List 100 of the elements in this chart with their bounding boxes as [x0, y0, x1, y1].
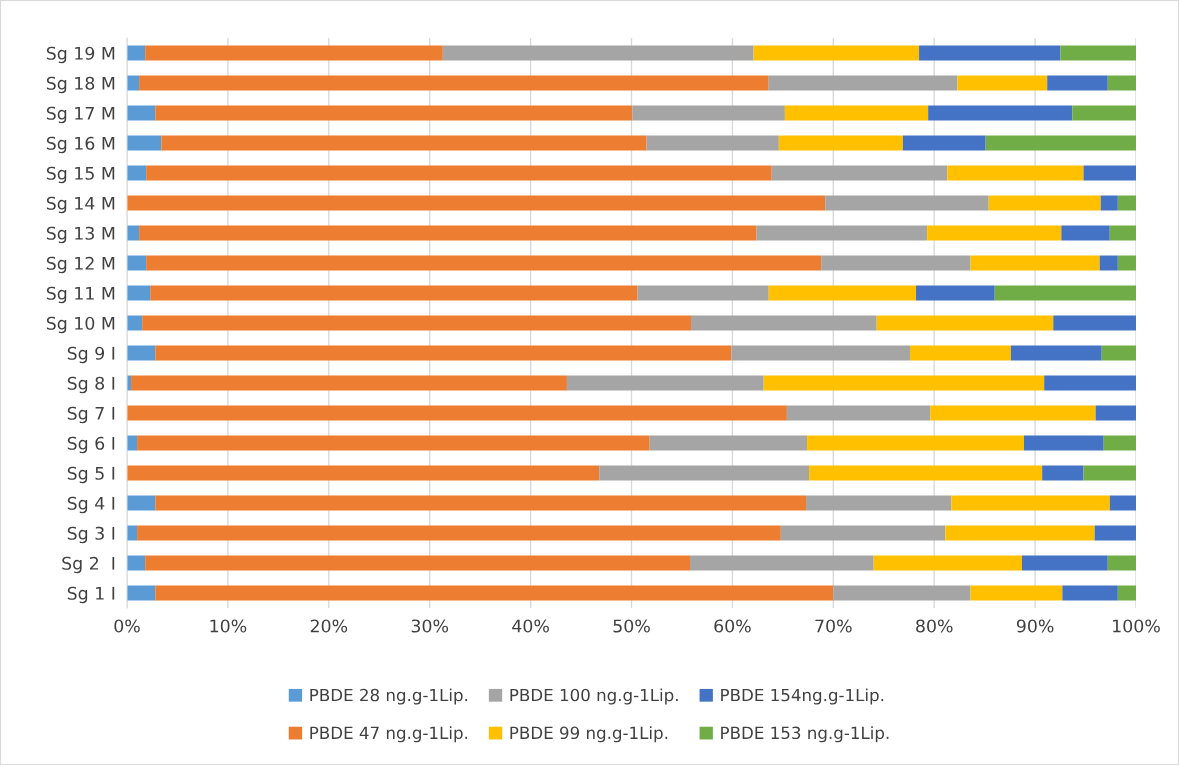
bar	[945, 525, 1095, 541]
bar	[146, 165, 772, 181]
bar	[947, 165, 1084, 181]
bar	[127, 405, 787, 421]
bar	[1099, 255, 1118, 271]
bar	[970, 585, 1063, 601]
bar	[1100, 195, 1118, 211]
bar	[1010, 345, 1102, 361]
bar	[127, 525, 138, 541]
bar	[139, 225, 757, 241]
y-tick-label: Sg 9 I	[67, 346, 115, 364]
y-tick-label: Sg 14 M	[46, 196, 115, 214]
x-tick-label: 70%	[815, 619, 852, 633]
bar	[1021, 555, 1108, 571]
x-tick-label: 100%	[1113, 619, 1160, 633]
bar	[442, 45, 754, 61]
bar	[1083, 465, 1136, 481]
bar	[909, 345, 1011, 361]
bar	[970, 255, 1100, 271]
bar	[649, 435, 808, 451]
bar	[1107, 75, 1136, 91]
y-tick-label: Sg 19 M	[46, 46, 115, 64]
bar	[155, 105, 633, 121]
x-tick-label: 80%	[916, 619, 953, 633]
bar	[137, 435, 650, 451]
bar	[127, 165, 147, 181]
bar	[139, 75, 769, 91]
bar	[1060, 45, 1136, 61]
bar	[873, 555, 1022, 571]
bar	[1107, 555, 1136, 571]
bar	[1061, 225, 1110, 241]
bar	[127, 315, 143, 331]
bar	[876, 315, 1054, 331]
legend-label: PBDE 28 ng.g-1Lip.	[310, 688, 468, 705]
bar	[161, 135, 647, 151]
y-tick-label: Sg 1 I	[67, 586, 115, 604]
bar	[1024, 435, 1104, 451]
bar	[1044, 375, 1136, 391]
bar	[1042, 465, 1084, 481]
bar	[928, 105, 1073, 121]
bar	[127, 225, 140, 241]
bar	[809, 465, 1043, 481]
bar	[1109, 225, 1136, 241]
bar	[127, 285, 151, 301]
x-tick-label: 0%	[114, 619, 140, 633]
y-tick-label: Sg 10 M	[46, 316, 115, 334]
bar	[994, 285, 1136, 301]
y-tick-label: Sg 8 I	[67, 376, 115, 394]
bar	[632, 105, 785, 121]
bar	[1047, 75, 1108, 91]
bar	[807, 435, 1024, 451]
bar	[806, 495, 952, 511]
bar	[771, 165, 948, 181]
bar	[786, 405, 931, 421]
y-tick-label: Sg 4 I	[67, 496, 115, 514]
x-tick-label: 10%	[210, 619, 247, 633]
bar	[127, 465, 600, 481]
bar	[142, 315, 692, 331]
legend-label: PBDE 100 ng.g-1Lip.	[510, 688, 678, 705]
bar	[127, 135, 162, 151]
x-tick-label: 50%	[613, 619, 650, 633]
y-tick-label: Sg 5 I	[67, 466, 115, 484]
bar	[1117, 195, 1136, 211]
bar	[637, 285, 769, 301]
bar	[988, 195, 1101, 211]
bar	[753, 45, 920, 61]
bar	[155, 585, 834, 601]
y-tick-label: Sg 16 M	[46, 136, 115, 154]
y-tick-label: Sg 18 M	[46, 76, 115, 94]
y-tick-label: Sg 7 I	[67, 406, 115, 424]
bar	[145, 555, 691, 571]
bar	[1062, 585, 1118, 601]
bar	[833, 585, 971, 601]
bar	[780, 525, 946, 541]
y-tick-label: Sg 11 M	[46, 286, 115, 304]
bar	[127, 195, 826, 211]
bar	[902, 135, 986, 151]
bar	[127, 105, 156, 121]
bar	[691, 315, 877, 331]
bar	[690, 555, 874, 571]
bar	[957, 75, 1048, 91]
bar	[155, 495, 807, 511]
bar	[916, 285, 995, 301]
x-tick-label: 40%	[512, 619, 549, 633]
legend-label: PBDE 154ng.g-1Lip.	[721, 688, 884, 705]
x-tick-label: 60%	[714, 619, 751, 633]
bar	[768, 75, 958, 91]
y-tick-label: Sg 6 I	[67, 436, 115, 454]
bar	[731, 345, 910, 361]
bar	[145, 45, 443, 61]
bar	[763, 375, 1045, 391]
bar	[1117, 585, 1136, 601]
bar	[131, 375, 567, 391]
bar	[1072, 105, 1136, 121]
bar	[930, 405, 1096, 421]
bar	[566, 375, 764, 391]
bar	[985, 135, 1136, 151]
y-tick-label: Sg 15 M	[46, 166, 115, 184]
bar	[778, 135, 903, 151]
bar	[127, 345, 156, 361]
